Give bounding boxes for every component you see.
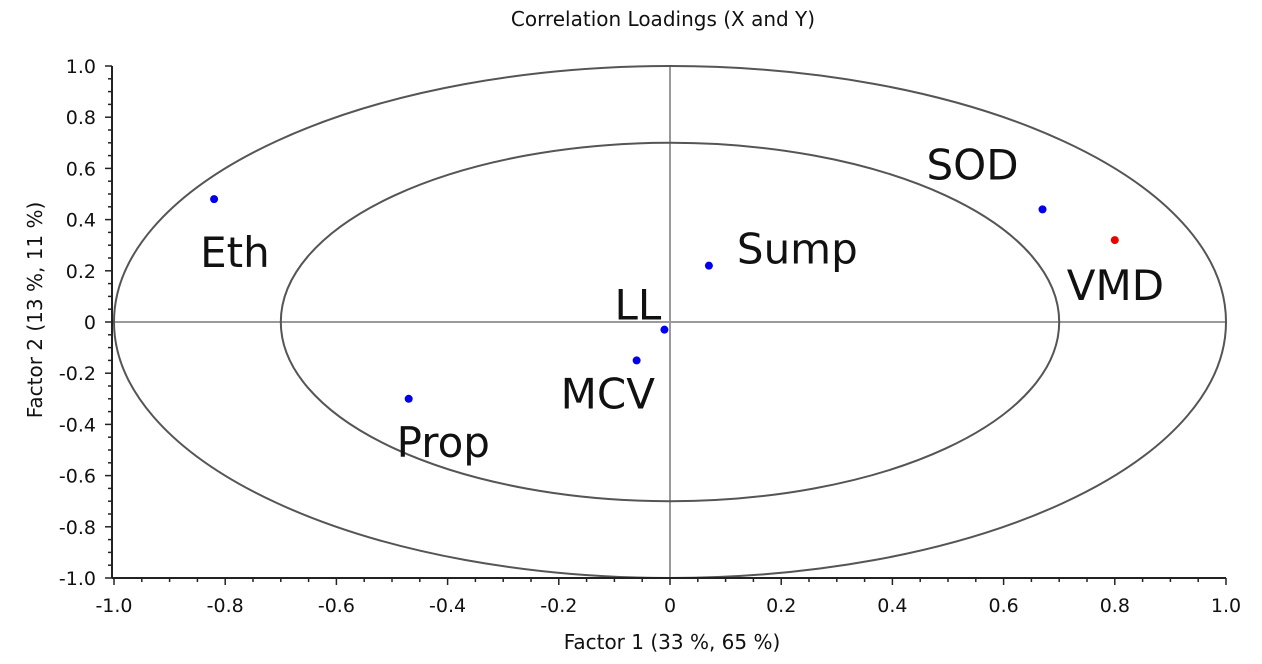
x-tick-label: 0.2 [766, 595, 796, 617]
x-tick-label: -0.6 [318, 595, 355, 617]
point-label-vmd: VMD [1067, 261, 1164, 310]
y-tick-label: 0.6 [66, 158, 96, 180]
x-tick-label: 0.6 [988, 595, 1018, 617]
inner-ellipse [279, 141, 1061, 503]
point-label-prop: Prop [397, 418, 490, 467]
x-tick-label: -0.8 [207, 595, 244, 617]
x-tick-label: 0 [664, 595, 676, 617]
loading-point-mcv [632, 356, 641, 365]
loading-point-sump [704, 261, 713, 270]
point-label-sump: Sump [737, 225, 858, 274]
y-tick-label: -0.2 [59, 363, 96, 385]
y-tick-label: 1.0 [66, 56, 96, 78]
x-axis-title: Factor 1 (33 %, 65 %) [564, 630, 781, 654]
y-tick-label: -0.4 [59, 414, 96, 436]
point-label-ll: LL [614, 281, 661, 330]
point-label-eth: Eth [200, 228, 270, 277]
y-tick-label: -1.0 [59, 568, 96, 590]
x-tick-label: -0.2 [540, 595, 577, 617]
loading-point-vmd [1110, 236, 1119, 245]
plot-area: -1.0 -0.8 -0.6 -0.4 -0.2 0 0.2 0.4 0.6 0.8 1.0 1.0 0… [59, 56, 1241, 617]
x-tick-label: -1.0 [95, 595, 132, 617]
x-tick-label: 1.0 [1211, 595, 1241, 617]
x-tick-label: 0.8 [1100, 595, 1130, 617]
chart-title: Correlation Loadings (X and Y) [511, 7, 815, 31]
loading-point-prop [404, 394, 413, 403]
x-tick-label: -0.4 [429, 595, 466, 617]
y-tick-label: -0.6 [59, 466, 96, 488]
y-tick-label: 0.8 [66, 107, 96, 129]
y-tick-label: 0 [84, 312, 96, 334]
point-label-sod: SOD [927, 140, 1019, 189]
y-tick-label: 0.2 [66, 261, 96, 283]
loading-point-sod [1038, 205, 1047, 214]
y-tick-label: -0.8 [59, 517, 96, 539]
point-label-mcv: MCV [561, 369, 656, 418]
x-tick-label: 0.4 [877, 595, 907, 617]
y-axis-title: Factor 2 (13 %, 11 %) [23, 202, 47, 419]
loading-point-eth [210, 195, 219, 204]
y-tick-label: 0.4 [66, 210, 96, 232]
loading-point-ll [660, 325, 669, 334]
